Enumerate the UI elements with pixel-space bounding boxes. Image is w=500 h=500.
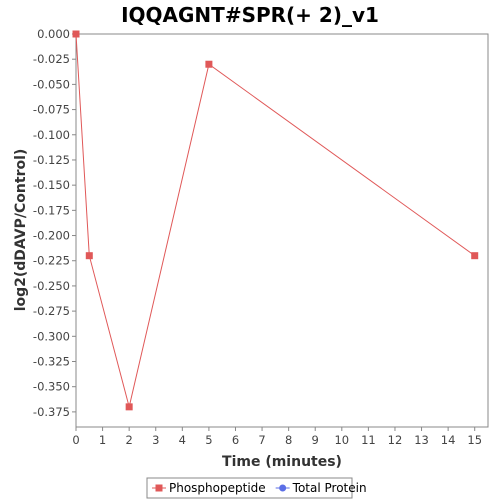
- data-point: [125, 403, 133, 411]
- legend-marker-square: [155, 484, 163, 492]
- x-tick-label: 14: [441, 433, 456, 447]
- y-tick-label: -0.300: [33, 329, 70, 343]
- plot-area: [75, 33, 489, 428]
- y-tick-label: -0.150: [33, 178, 70, 192]
- y-tick-label: -0.200: [33, 229, 70, 243]
- y-axis-label: log2(dDAVP/Control): [13, 149, 29, 312]
- y-tick-label: -0.275: [33, 304, 70, 318]
- y-tick-label: -0.025: [33, 52, 70, 66]
- y-tick-label: -0.325: [33, 355, 70, 369]
- x-tick-label: 11: [361, 433, 376, 447]
- legend-box: [146, 477, 353, 499]
- y-tick-label: -0.375: [33, 405, 70, 419]
- data-point: [471, 252, 479, 260]
- x-tick-label: 7: [258, 433, 265, 447]
- x-tick-label: 8: [285, 433, 292, 447]
- x-tick-label: 9: [312, 433, 319, 447]
- x-axis-label: Time (minutes): [222, 454, 342, 470]
- y-tick-label: -0.250: [33, 279, 70, 293]
- legend-item-total-protein: Total Protein: [275, 481, 367, 495]
- x-tick-label: 10: [334, 433, 349, 447]
- x-tick-label: 4: [179, 433, 186, 447]
- y-tick-label: -0.100: [33, 128, 70, 142]
- x-tick-label: 5: [205, 433, 212, 447]
- y-axis: 0.000 -0.025 -0.050 -0.075 -0.100 -0.125 -0.15…: [33, 27, 76, 419]
- y-tick-label: -0.350: [33, 380, 70, 394]
- legend-item-phosphopeptide: Phosphopeptide: [152, 481, 266, 495]
- plot-border: [75, 33, 489, 428]
- data-point: [72, 30, 80, 38]
- x-axis: 0 1 2 3 4 5 6 7 8 9 10 11 12 13 14 15: [72, 427, 482, 447]
- x-tick-label: 2: [125, 433, 132, 447]
- series-layer: [72, 30, 479, 411]
- x-tick-label: 0: [72, 433, 79, 447]
- legend: Phosphopeptide Total Protein: [146, 477, 367, 499]
- x-tick-label: 13: [414, 433, 429, 447]
- y-tick-label: -0.075: [33, 103, 70, 117]
- y-tick-label: 0.000: [37, 27, 70, 41]
- legend-marker-circle: [279, 484, 287, 492]
- x-tick-label: 6: [232, 433, 239, 447]
- y-tick-label: -0.225: [33, 254, 70, 268]
- y-tick-label: -0.175: [33, 203, 70, 217]
- x-tick-label: 15: [467, 433, 482, 447]
- x-tick-label: 3: [152, 433, 159, 447]
- legend-label: Total Protein: [292, 481, 367, 495]
- data-point: [205, 60, 213, 68]
- x-tick-label: 12: [388, 433, 403, 447]
- y-tick-label: -0.125: [33, 153, 70, 167]
- x-tick-label: 1: [99, 433, 106, 447]
- y-tick-label: -0.050: [33, 77, 70, 91]
- chart-title: IQQAGNT#SPR(+ 2)_v1: [121, 3, 379, 27]
- legend-label: Phosphopeptide: [169, 481, 266, 495]
- data-point: [85, 252, 93, 260]
